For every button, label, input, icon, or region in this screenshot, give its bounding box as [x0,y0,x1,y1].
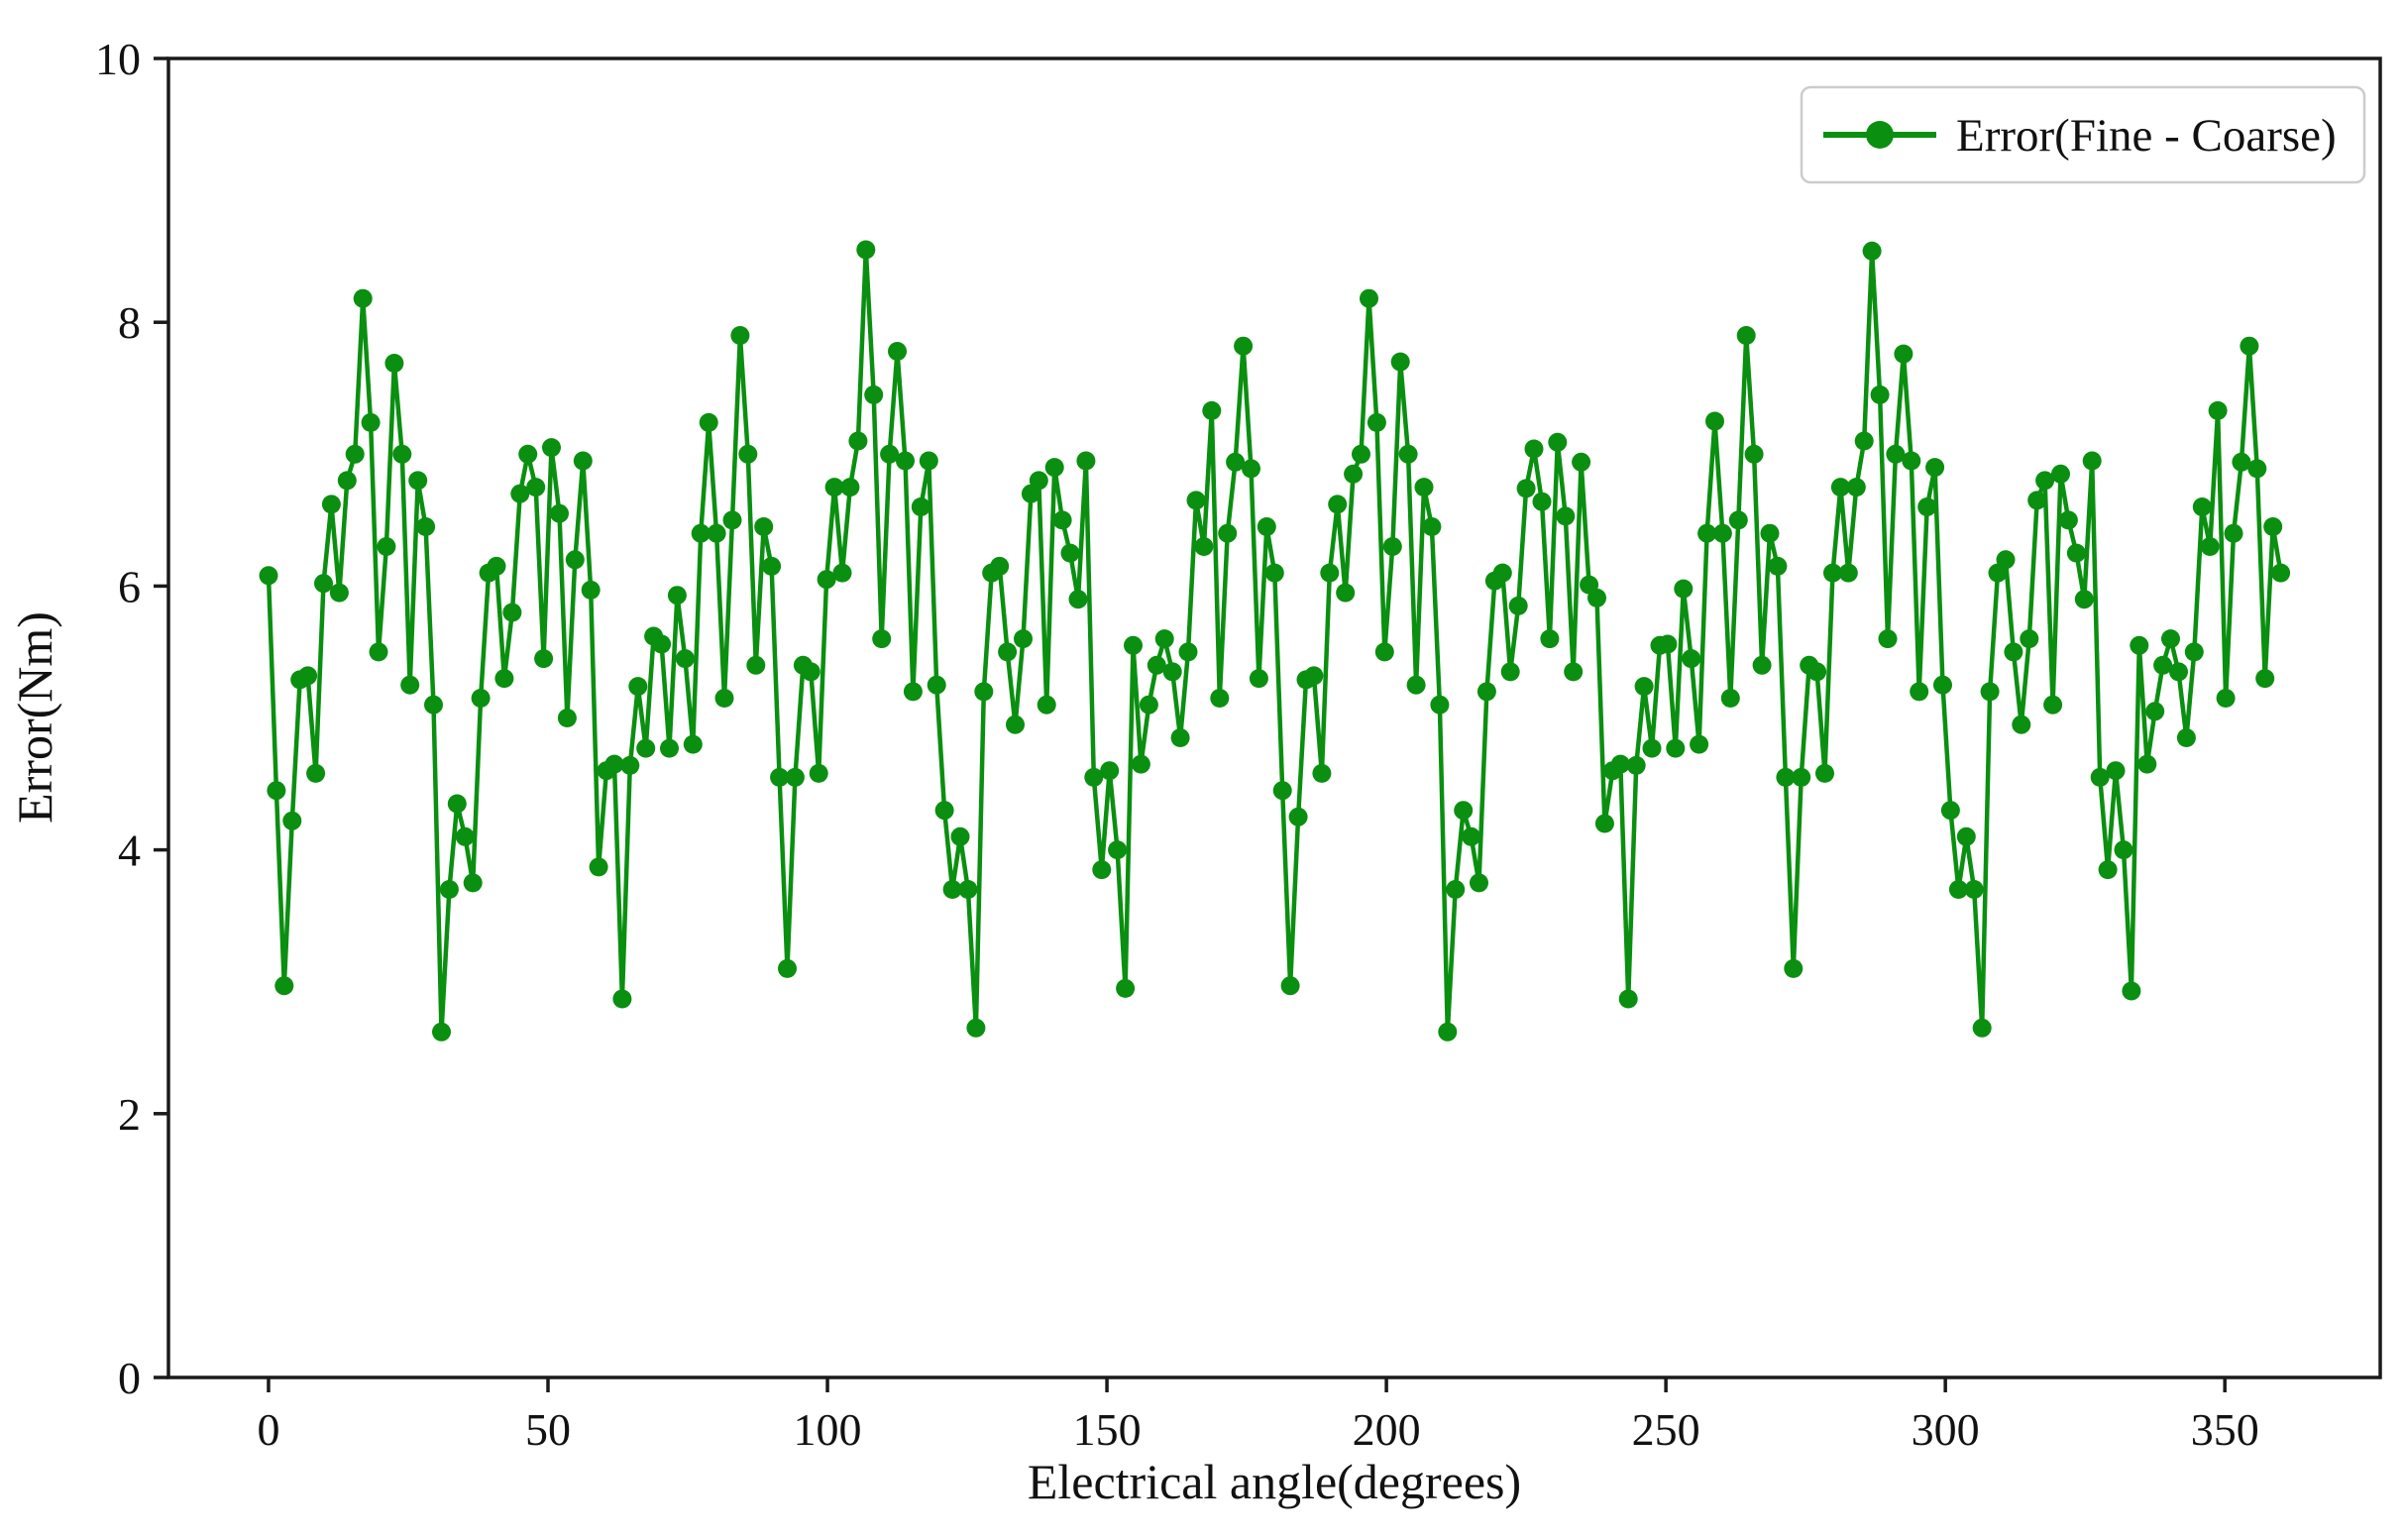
x-tick-label: 100 [794,1404,862,1455]
error-line [266,247,2283,1035]
legend: Error(Fine - Coarse) [1800,85,2366,184]
x-tick-label: 50 [525,1404,571,1455]
x-axis-ticks: 0 50 100 150 200 250 300 350 [257,1377,2259,1455]
y-axis-ticks: 0 2 4 6 8 10 [95,34,168,1403]
y-tick-label: 10 [95,34,141,84]
x-tick-label: 150 [1073,1404,1142,1455]
y-axis-label: Error(Nm) [7,611,62,824]
x-tick-label: 200 [1353,1404,1421,1455]
y-tick-label: 2 [118,1089,141,1140]
error-markers [259,240,2291,1042]
x-tick-label: 250 [1632,1404,1700,1455]
y-tick-label: 6 [118,561,141,611]
data-series [259,240,2291,1042]
y-tick-label: 4 [118,825,141,876]
x-tick-label: 350 [2191,1404,2259,1455]
x-tick-label: 0 [257,1404,279,1455]
plot-border [166,56,2382,1379]
legend-box [1800,85,2366,184]
legend-label: Error(Fine - Coarse) [1956,110,2337,162]
y-tick-label: 0 [118,1353,141,1403]
x-tick-label: 300 [1912,1404,1980,1455]
legend-marker-icon [1866,121,1894,149]
y-tick-label: 8 [118,297,141,348]
x-axis-label: Electrical angle(degrees) [1028,1454,1521,1509]
